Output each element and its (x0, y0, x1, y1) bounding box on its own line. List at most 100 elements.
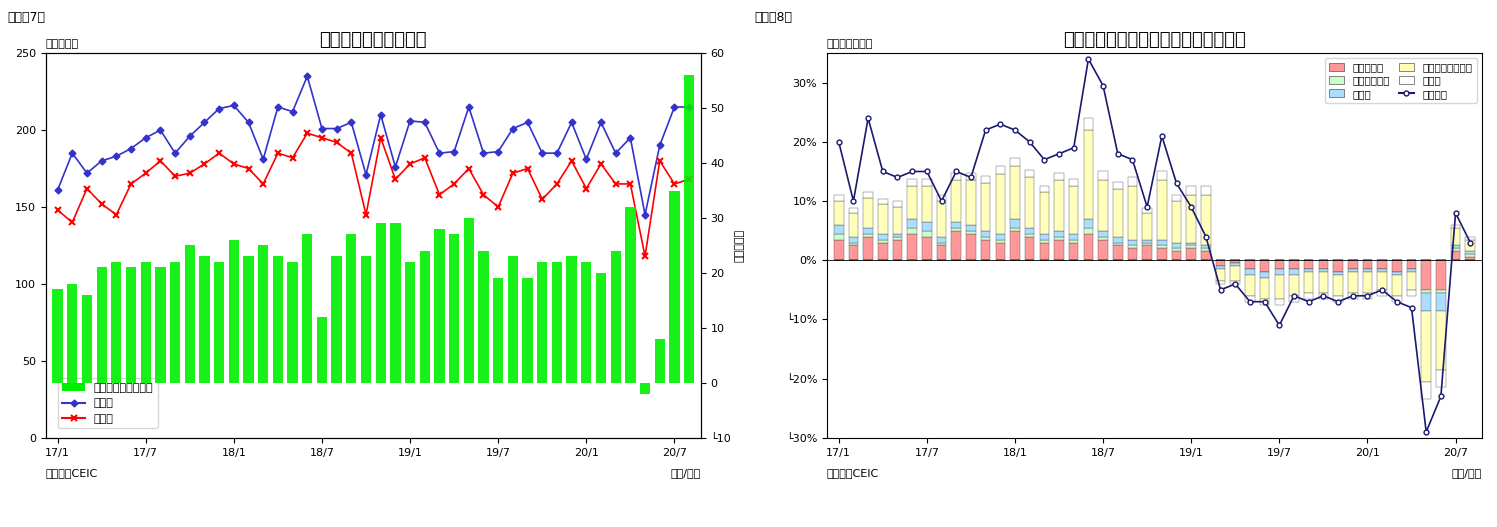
Bar (1216, 266, 1226, 269)
Bar (1377, 269, 1386, 272)
Bar (864, 233, 873, 237)
Bar (493, 278, 503, 383)
Bar (1304, 260, 1313, 269)
Bar (1157, 171, 1166, 180)
Text: （図袄7）: （図袄7） (7, 11, 45, 24)
Bar (879, 204, 888, 233)
Bar (864, 228, 873, 233)
Bar (1039, 186, 1049, 192)
Bar (1304, 272, 1313, 293)
Bar (1099, 231, 1108, 237)
Bar (214, 262, 225, 383)
Bar (1054, 240, 1064, 260)
Bar (1347, 269, 1358, 272)
Title: マレーシア　輸出の伸び率（品目別）: マレーシア 輸出の伸び率（品目別） (1063, 31, 1246, 49)
Bar (1231, 281, 1240, 284)
Bar (922, 222, 931, 231)
Bar (1127, 248, 1138, 260)
Bar (849, 208, 858, 213)
Bar (361, 257, 371, 383)
Bar (1201, 195, 1211, 246)
Bar (907, 219, 918, 228)
Bar (907, 186, 918, 219)
Bar (1289, 296, 1299, 301)
Bar (1451, 248, 1461, 251)
Bar (849, 242, 858, 246)
Bar (244, 257, 253, 383)
Bar (1246, 260, 1254, 269)
Bar (1260, 299, 1269, 305)
Bar (1407, 269, 1416, 272)
Bar (922, 186, 931, 222)
Bar (834, 225, 843, 233)
Bar (1054, 173, 1064, 180)
Bar (1407, 290, 1416, 296)
Bar (1436, 293, 1446, 310)
Text: （億ドル）: （億ドル） (46, 40, 79, 50)
Bar (302, 235, 313, 383)
Bar (376, 223, 386, 383)
Bar (1142, 240, 1151, 242)
Bar (552, 262, 561, 383)
Bar (1069, 186, 1078, 233)
Bar (1407, 260, 1416, 269)
Bar (1025, 170, 1034, 178)
Bar (1289, 260, 1299, 269)
Bar (937, 195, 946, 201)
Bar (996, 240, 1004, 242)
Bar (684, 75, 695, 383)
Bar (1392, 272, 1401, 275)
Bar (879, 240, 888, 242)
Bar (1334, 296, 1343, 301)
Bar (1260, 278, 1269, 299)
Bar (1187, 248, 1196, 260)
Bar (1392, 296, 1401, 301)
Bar (1127, 186, 1138, 240)
Bar (849, 213, 858, 237)
Bar (1289, 275, 1299, 296)
Bar (1025, 233, 1034, 237)
Bar (1084, 233, 1093, 260)
Bar (907, 179, 918, 186)
Bar (1246, 296, 1254, 301)
Bar (1187, 242, 1196, 246)
Bar (419, 251, 430, 383)
Bar (1216, 269, 1226, 281)
Text: （前年同月比）: （前年同月比） (826, 40, 873, 50)
Text: （年/月）: （年/月） (671, 469, 701, 479)
Bar (1157, 248, 1166, 260)
Bar (1377, 260, 1386, 269)
Bar (981, 176, 991, 183)
Bar (1187, 195, 1196, 242)
Bar (1260, 272, 1269, 278)
Bar (522, 278, 533, 383)
Bar (922, 237, 931, 260)
Bar (1216, 281, 1226, 284)
Bar (1334, 260, 1343, 272)
Legend: 鉱物性燃料, 動植物性油諸, 製造品, 機械・輸送用機器, その他, 輸出合計: 鉱物性燃料, 動植物性油諸, 製造品, 機械・輸送用機器, その他, 輸出合計 (1325, 58, 1478, 103)
Bar (1157, 240, 1166, 246)
Bar (1289, 269, 1299, 275)
Bar (937, 237, 946, 242)
Bar (1451, 246, 1461, 248)
Bar (1172, 201, 1181, 242)
Bar (849, 246, 858, 260)
Bar (1201, 248, 1211, 251)
Bar (864, 198, 873, 228)
Bar (1054, 180, 1064, 231)
Bar (966, 233, 976, 260)
Bar (952, 180, 961, 222)
Bar (1084, 228, 1093, 233)
Title: マレーシア　貿易収支: マレーシア 貿易収支 (319, 31, 427, 49)
Bar (1466, 240, 1475, 251)
Bar (1069, 233, 1078, 240)
Bar (952, 231, 961, 260)
Bar (1436, 290, 1446, 293)
Bar (849, 237, 858, 242)
Bar (1172, 248, 1181, 251)
Bar (981, 240, 991, 260)
Bar (966, 231, 976, 233)
Bar (1436, 260, 1446, 290)
Bar (96, 268, 106, 383)
Bar (287, 262, 298, 383)
